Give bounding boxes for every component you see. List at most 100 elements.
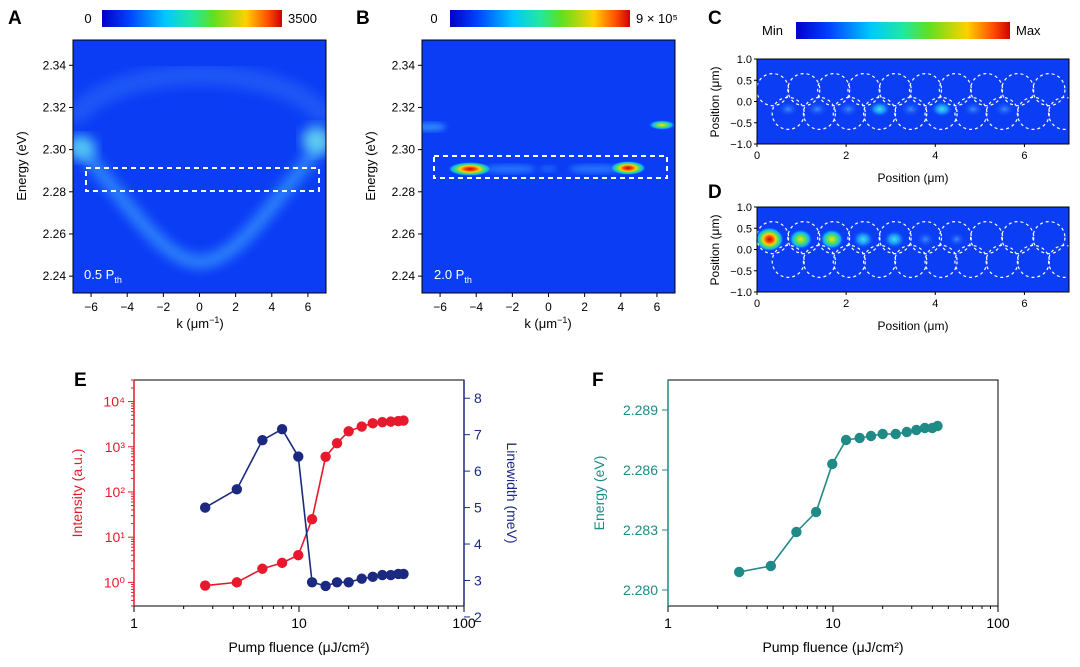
panel-b-xtick-label: 2 [581,300,588,314]
panel-e-intensity-point [331,437,343,449]
panel-a-dashed-box [85,167,320,192]
panel-b-xtick-label: −6 [433,300,447,314]
panel-f-ytick-label: 2.289 [623,402,658,418]
panel-c-xtick-label: 2 [843,150,849,162]
panel-b-colorbar-min: 0 [430,11,437,26]
panel-c-ring [862,96,897,131]
panel-d-ring [1032,221,1066,255]
panel-c-letter: C [708,8,722,29]
panel-d-spot [852,229,875,249]
panel-c-spot [899,101,922,118]
panel-a-ytick-label: 2.34 [43,58,67,72]
panel-b-colorbar [450,10,630,27]
panel-e-linewidth-point [306,577,318,588]
panel-a-x-ticks: −6 −4 −2 0 2 4 6 [84,293,312,314]
panel-e-linewidth-point [257,434,268,446]
panel-f-xtick-label: 1 [664,615,672,631]
panel-e-intensity-point [276,557,288,569]
panel-d-xtick-label: 6 [1021,298,1027,310]
panel-a-y-ticks: 2.34 2.32 2.30 2.28 2.26 2.24 [43,58,73,283]
panel-b-ytick-label: 2.32 [392,100,416,114]
panel-c-spot [993,101,1016,118]
panel-d-ring [832,244,866,278]
panel-d-ring [802,244,837,278]
panel-f-letter: F [592,370,604,391]
panel-d-ring [847,221,881,255]
panel-e-linewidth-point [331,577,343,588]
panel-e-left-tick-label: 10³ [105,439,126,455]
panel-f-energy-point [865,430,877,442]
panel-e-intensity-point [356,421,367,432]
panel-a-dispersion [73,65,326,269]
panel-c-ring [908,72,943,107]
panel-f-energy-point [890,428,901,440]
panel-e-intensity-line [205,419,404,587]
panel-d-ring [938,221,972,255]
panel-d-y-ticks: 1.0 0.5 0.0 −0.5 −1.0 [730,202,757,299]
panel-b-x-ticks: −6 −4 −2 0 2 4 6 [433,293,661,314]
panel-d-spot [788,229,813,250]
panel-c-spot [930,101,953,118]
panel-e-intensity-point [231,577,243,588]
panel-e-left-axis: 10⁰ 10¹ 10² 10³ 10⁴ [103,379,135,607]
panel-d-ring [924,244,958,278]
panel-b-y-ticks: 2.34 2.32 2.30 2.28 2.26 2.24 [392,58,422,283]
panel-e-plot-area [133,379,465,607]
panel-d-xtick-label: 4 [932,298,938,310]
panel-c-ring [771,96,805,131]
panel-d-spots [755,227,966,252]
panel-d-ring [954,244,988,278]
panel-d-spot [915,230,936,248]
panel-c-colorbar [796,22,1010,39]
panel-a-colorbar-max: 3500 [288,11,317,26]
panel-a-ytick-label: 2.32 [43,100,67,114]
panel-e-intensity-point [398,415,409,426]
panel-d-x-ticks: 0 2 4 6 [754,292,1027,310]
panel-d-xtick-label: 0 [754,298,760,310]
panel-e-right-tick-label: 6 [474,463,482,479]
panel-d-ring [1001,221,1035,255]
panel-d-ring [985,244,1019,278]
panel-f-energy-point [854,432,865,444]
panel-f-series [733,420,943,578]
panel-f-ylabel: Energy (eV) [591,456,607,531]
panel-e-intensity-point [320,451,331,462]
panel-a-letter: A [8,8,22,29]
panel-c: C Min Max Position (μm) 1.0 0.5 0.0 −0.5 −1.… [708,8,1080,185]
panel-e-intensity-point [377,416,388,428]
panel-b-ytick-label: 2.24 [392,269,416,283]
panel-e-right-tick-label: 2 [474,609,482,625]
panel-b-letter: B [356,8,370,29]
panel-e-ylabel-left: Intensity (a.u.) [69,449,85,538]
panel-e-linewidth-point [377,569,388,581]
panel-e-ylabel-right: Linewidth (meV) [504,442,520,543]
panel-b-dispersion [422,120,675,176]
panel-c-xtick-label: 4 [932,150,938,162]
panel-e-intensity-point [257,563,268,574]
panel-e-linewidth-point [231,484,243,495]
panel-d-ytick-label: 0.0 [737,245,752,257]
panel-c-ring [802,96,837,131]
panel-d-ytick-label: 1.0 [737,202,752,214]
panel-a-xlabel: k (μm−1) [176,315,223,331]
panel-a-xtick-label: −4 [120,300,134,314]
panel-c-spot [777,101,800,118]
panel-c-ytick-label: −1.0 [730,139,752,151]
panel-b-colorbar-max: 9 × 10⁵ [636,11,678,26]
panel-d-xlabel: Position (μm) [878,319,949,333]
panel-c-spot [962,101,985,118]
panel-f-energy-point [840,434,852,446]
panel-c-colorbar-min: Min [762,23,783,38]
panel-c-ring [924,96,958,131]
panel-f-x-axis: 1 10 100 [664,606,1010,631]
panel-c-ylabel: Position (μm) [708,67,722,138]
panel-c-ring [1032,72,1066,107]
panel-b-xtick-label: 4 [617,300,624,314]
panel-c-ring [1016,96,1050,131]
panel-f-energy-line [739,425,938,573]
panel-a-colorbar-min: 0 [84,11,91,26]
panel-e-intensity-point [367,418,378,429]
panel-c-ring [878,72,912,107]
panel-b-ytick-label: 2.34 [392,58,416,72]
panel-c-ytick-label: 0.0 [737,97,752,109]
